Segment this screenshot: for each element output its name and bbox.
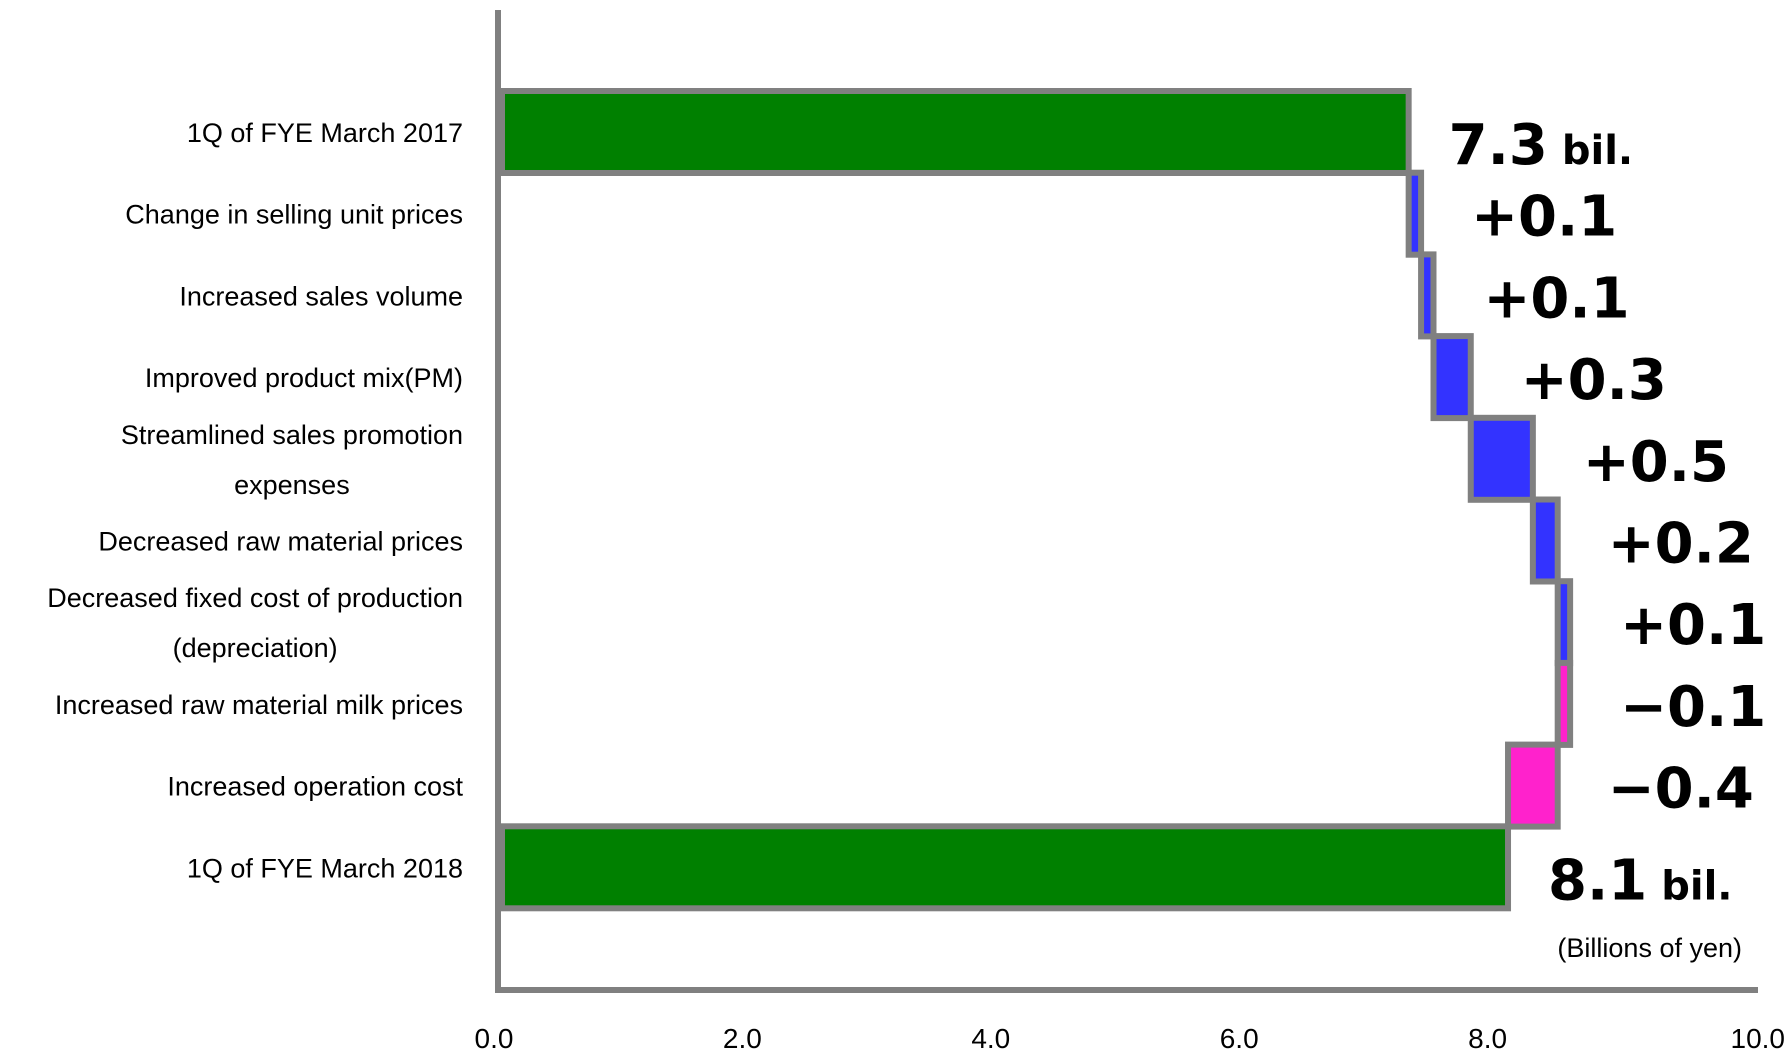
axes-layer (495, 10, 1758, 993)
category-label-line: Improved product mix(PM) (145, 363, 463, 393)
value-label-number: +0.1 (1484, 266, 1630, 331)
category-label-line: 1Q of FYE March 2018 (187, 853, 463, 883)
value-label-number: +0.3 (1521, 348, 1667, 413)
bar-3 (1418, 251, 1437, 340)
category-label: Increased operation cost (167, 772, 463, 802)
bar-5 (1467, 414, 1536, 503)
bar-4 (1430, 333, 1474, 422)
value-label: +0.2 (1608, 512, 1754, 577)
value-label: +0.1 (1471, 185, 1617, 250)
value-label-number: +0.1 (1620, 593, 1766, 658)
category-label: 1Q of FYE March 2017 (187, 118, 463, 148)
unit-note: (Billions of yen) (1557, 933, 1742, 963)
category-labels: 1Q of FYE March 2017 Change in selling un… (47, 118, 463, 883)
bar-1 (499, 88, 1412, 176)
category-label: Decreased fixed cost of production (depre… (47, 583, 463, 663)
category-label: Increased sales volume (179, 281, 463, 311)
category-label-line: Increased sales volume (179, 281, 463, 311)
category-label: Change in selling unit prices (125, 200, 463, 230)
category-label: Decreased raw material prices (98, 527, 463, 557)
value-label-number: +0.2 (1608, 512, 1754, 577)
value-label: 8.1 bil. (1548, 848, 1732, 913)
bars-layer (499, 88, 1574, 912)
value-label-number: 8.1 (1548, 848, 1647, 913)
value-label: +0.3 (1521, 348, 1667, 413)
category-label: Streamlined sales promotion expenses (121, 420, 463, 500)
bar-8 (1554, 659, 1574, 748)
category-label-line: expenses (234, 470, 350, 500)
x-tick-label: 0.0 (475, 1023, 514, 1050)
value-label: −0.1 (1620, 675, 1766, 740)
bar-2 (1405, 169, 1425, 258)
x-tick-label: 4.0 (971, 1023, 1010, 1050)
value-labels: 7.3 bil. +0.1 +0.1 +0.3 +0.5 +0.2 +0.1 −0.1 −0.4 8… (1449, 113, 1767, 913)
value-label: +0.5 (1583, 430, 1729, 495)
bar-6 (1529, 496, 1561, 585)
x-tick-label: 10.0 (1731, 1023, 1785, 1050)
category-label-line: (depreciation) (173, 633, 338, 663)
value-label: +0.1 (1620, 593, 1766, 658)
value-label-number: 7.3 (1449, 113, 1548, 178)
category-label-line: Increased operation cost (167, 772, 463, 802)
category-label-line: Decreased fixed cost of production (47, 583, 463, 613)
category-label-line: 1Q of FYE March 2017 (187, 118, 463, 148)
value-label-number: +0.1 (1471, 185, 1617, 250)
category-label-line: Decreased raw material prices (98, 527, 463, 557)
value-label: 7.3 bil. (1449, 113, 1633, 178)
x-tick-label: 6.0 (1220, 1023, 1259, 1050)
category-label: 1Q of FYE March 2018 (187, 853, 463, 883)
bar-10 (499, 823, 1512, 912)
x-tick-label: 2.0 (723, 1023, 762, 1050)
category-label-line: Increased raw material milk prices (55, 690, 463, 720)
value-label-unit: bil. (1562, 128, 1633, 174)
x-tick-label: 8.0 (1468, 1023, 1507, 1050)
category-label: Increased raw material milk prices (55, 690, 463, 720)
category-label-line: Streamlined sales promotion (121, 420, 463, 450)
value-label: +0.1 (1484, 266, 1630, 331)
bar-9 (1505, 741, 1561, 830)
value-label-number: −0.4 (1608, 757, 1754, 822)
value-label: −0.4 (1608, 757, 1754, 822)
x-tick-labels: 0.0 2.0 4.0 6.0 8.0 10.0 (475, 1023, 1785, 1050)
value-label-unit: bil. (1661, 863, 1732, 909)
category-label-line: Change in selling unit prices (125, 200, 463, 230)
bar-7 (1554, 578, 1574, 667)
value-label-number: +0.5 (1583, 430, 1729, 495)
value-label-number: −0.1 (1620, 675, 1766, 740)
category-label: Improved product mix(PM) (145, 363, 463, 393)
